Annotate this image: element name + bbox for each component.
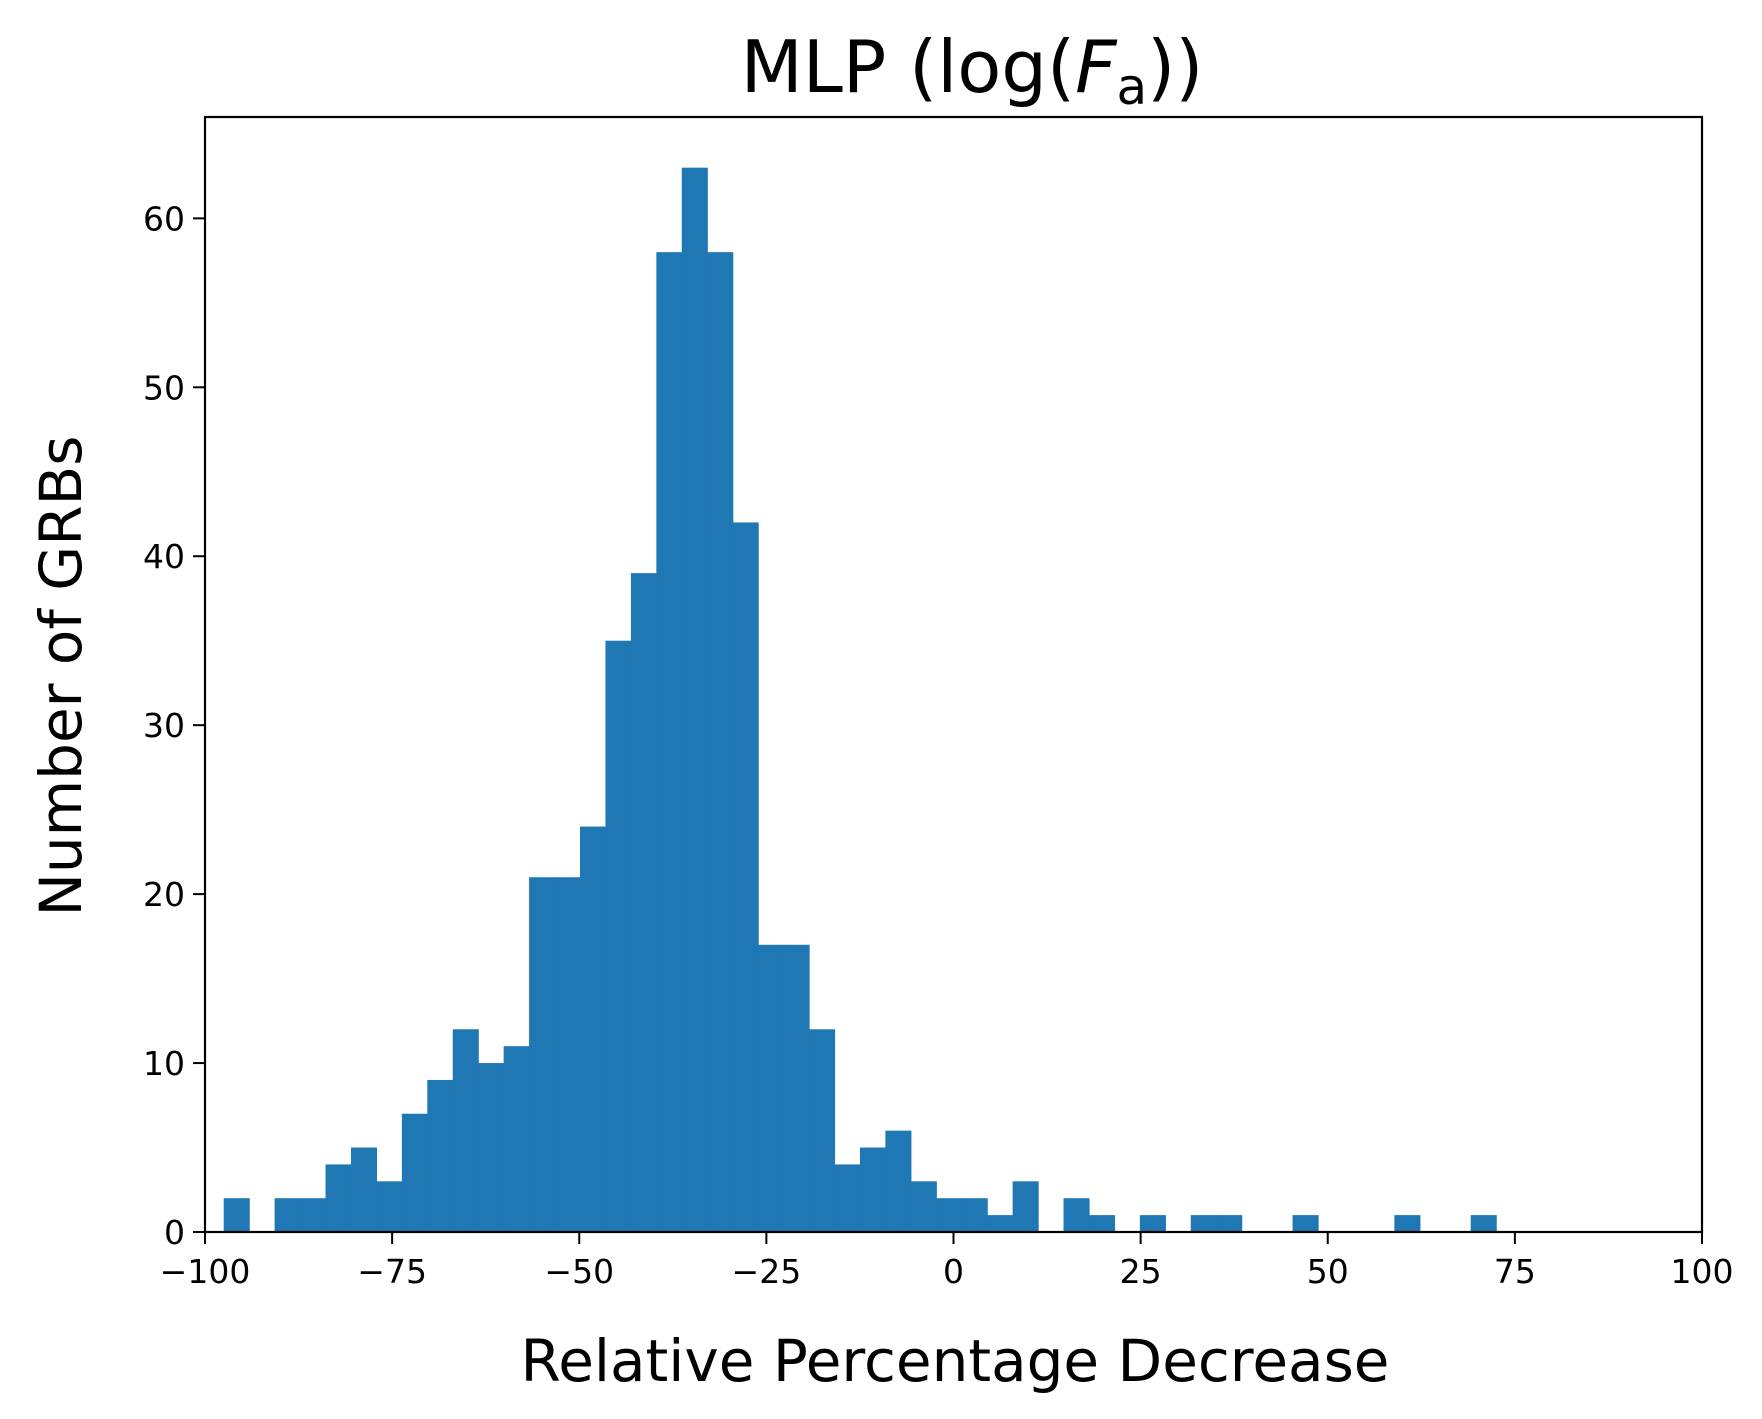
histogram-bar	[630, 573, 657, 1232]
histogram-bar	[376, 1181, 403, 1232]
x-tick-label: −50	[544, 1252, 614, 1291]
y-tick-label: 0	[164, 1213, 185, 1252]
histogram-bar	[758, 944, 785, 1232]
histogram-bar	[580, 826, 607, 1232]
histogram-bar	[452, 1029, 479, 1232]
histogram-bar	[1216, 1215, 1243, 1232]
histogram-bar	[1190, 1215, 1217, 1232]
plot-frame	[203, 115, 1704, 1234]
histogram-bar	[987, 1215, 1014, 1232]
histogram-bar	[1139, 1215, 1166, 1232]
histogram-bar	[1470, 1215, 1497, 1232]
histogram-bar	[936, 1198, 963, 1232]
histogram-bar	[554, 877, 581, 1232]
x-tick-label: 100	[1671, 1252, 1734, 1291]
histogram-bar	[859, 1147, 886, 1232]
y-axis-ticks: 0 10 20 30 40 50 60	[143, 199, 205, 1252]
histogram-bar	[529, 877, 556, 1232]
y-tick-label: 40	[143, 537, 185, 576]
histogram-bar	[1292, 1215, 1319, 1232]
histogram-bar	[1012, 1181, 1039, 1232]
histogram-bar	[325, 1164, 352, 1232]
y-tick-label: 50	[143, 368, 185, 407]
x-axis-ticks: −100 −75 −50 −25 0 25 50 75 100	[160, 1232, 1734, 1291]
x-axis-label: Relative Percentage Decrease	[521, 1327, 1390, 1395]
x-tick-label: 25	[1120, 1252, 1162, 1291]
x-tick-label: −100	[160, 1252, 251, 1291]
y-axis-label: Number of GRBs	[27, 435, 95, 916]
x-tick-label: −75	[357, 1252, 427, 1291]
histogram-bar	[834, 1164, 861, 1232]
histogram-bar	[427, 1079, 454, 1232]
histogram-bar	[401, 1113, 428, 1232]
chart-title-main: MLP (log(	[741, 25, 1075, 109]
y-tick-label: 20	[143, 875, 185, 914]
x-tick-label: 0	[943, 1252, 964, 1291]
histogram-bar	[732, 522, 759, 1232]
histogram-bar	[1394, 1215, 1421, 1232]
chart-title-close: ))	[1147, 25, 1203, 109]
histogram-bar	[478, 1063, 505, 1232]
x-tick-label: 50	[1307, 1252, 1349, 1291]
x-tick-label: −25	[732, 1252, 802, 1291]
histogram-bar	[274, 1198, 301, 1232]
histogram-bar	[656, 252, 683, 1232]
histogram-bar	[707, 252, 734, 1232]
histogram-bar	[503, 1046, 530, 1232]
y-tick-label: 30	[143, 706, 185, 745]
histogram-bar	[300, 1198, 327, 1232]
histogram-bar	[605, 640, 632, 1232]
histogram-bar	[885, 1130, 912, 1232]
y-tick-label: 60	[143, 199, 185, 238]
histogram-bar	[1088, 1215, 1116, 1232]
chart-title-subscript: a	[1117, 58, 1148, 116]
histogram-bar	[223, 1198, 250, 1232]
histogram-bars	[223, 167, 1497, 1233]
histogram-bar	[783, 944, 810, 1232]
histogram-bar	[809, 1029, 836, 1232]
chart-title-variable: F	[1075, 25, 1118, 109]
histogram-bar	[961, 1198, 988, 1232]
chart-title: MLP (log(Fa))	[741, 25, 1204, 116]
histogram-bar	[350, 1147, 378, 1232]
x-tick-label: 75	[1494, 1252, 1536, 1291]
histogram-bar	[681, 167, 708, 1233]
y-tick-label: 10	[143, 1044, 185, 1083]
histogram-bar	[910, 1181, 937, 1232]
histogram-bar	[1063, 1198, 1090, 1232]
